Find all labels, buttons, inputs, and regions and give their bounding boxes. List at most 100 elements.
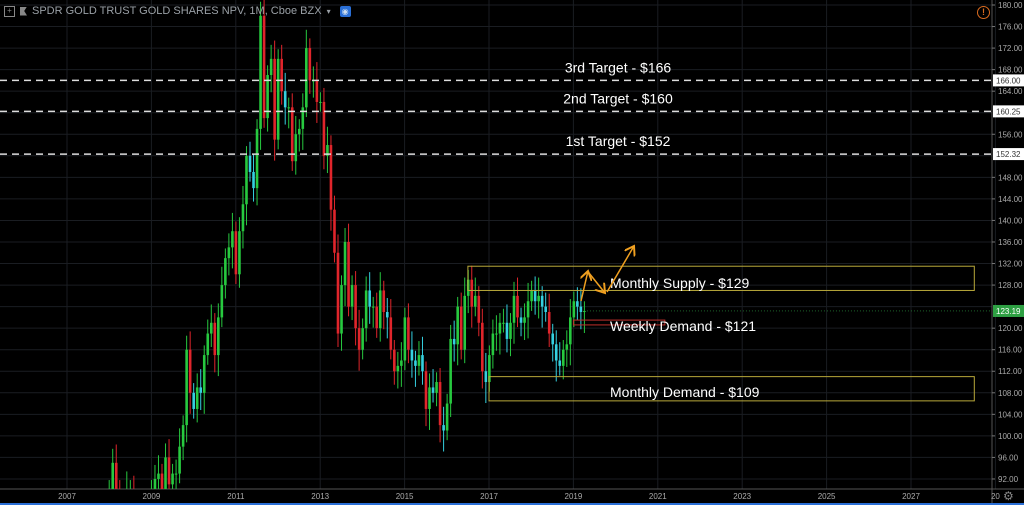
- projection-arrow-up-2: [606, 246, 634, 293]
- candle-body: [583, 310, 586, 313]
- candle-body: [259, 15, 262, 129]
- candle-body: [167, 457, 171, 485]
- candle-body: [308, 48, 312, 81]
- candle-body: [202, 355, 206, 393]
- price-tick-label: 180.00: [998, 1, 1023, 10]
- price-tick-label: 140.00: [998, 216, 1023, 225]
- price-tick-label: 96.00: [998, 453, 1019, 462]
- target-price-badge: [993, 74, 1024, 87]
- candle-body: [428, 387, 431, 409]
- candle-body: [319, 101, 322, 103]
- candle-body: [502, 322, 505, 324]
- candle-body: [294, 134, 298, 162]
- price-tick-label: 104.00: [998, 410, 1023, 419]
- last-price-badge: [993, 304, 1024, 317]
- price-tick-label: 128.00: [998, 281, 1023, 290]
- price-tick-label: 116.00: [998, 346, 1022, 355]
- candle-body: [576, 301, 579, 307]
- candle-body: [488, 355, 491, 383]
- price-tick-label: 164.00: [998, 87, 1023, 96]
- candle-body: [185, 349, 188, 426]
- candle-body: [290, 107, 294, 162]
- candle-body: [336, 252, 340, 334]
- plus-square-icon[interactable]: +: [4, 5, 15, 17]
- symbol-title[interactable]: SPDR GOLD TRUST GOLD SHARES NPV, 1M, Cbo…: [32, 5, 322, 17]
- candle-body: [421, 355, 424, 372]
- candle-body: [530, 290, 533, 302]
- price-tick-label: 112.00: [998, 367, 1022, 376]
- zone-label: Weekly Demand - $121: [610, 318, 756, 334]
- candle-body: [558, 360, 562, 366]
- candle-body: [414, 360, 417, 366]
- candle-body: [400, 360, 403, 366]
- candle-body: [561, 349, 565, 366]
- projection-arrow-up: [581, 271, 588, 302]
- time-tick-label: 2017: [480, 492, 498, 501]
- time-tick-label: 2019: [565, 492, 583, 501]
- candle-body: [195, 387, 199, 409]
- candle-body: [333, 209, 336, 253]
- target-price-label: 166.00: [996, 76, 1021, 85]
- target-label: 3rd Target - $166: [565, 59, 672, 75]
- candle-body: [495, 333, 498, 335]
- candle-body: [153, 478, 157, 489]
- flag-icon[interactable]: [20, 6, 27, 16]
- price-tick-label: 168.00: [998, 66, 1023, 75]
- candle-body: [297, 128, 301, 135]
- eye-icon[interactable]: ◉: [339, 5, 351, 17]
- candle-body: [322, 101, 326, 156]
- candle-body: [301, 107, 305, 129]
- candle-body: [554, 344, 558, 361]
- candle-body: [442, 425, 445, 431]
- candle-body: [209, 322, 213, 334]
- candle-body: [498, 322, 502, 334]
- target-label: 2nd Target - $160: [563, 90, 673, 106]
- candle-body: [280, 58, 283, 92]
- target-label: 1st Target - $152: [566, 133, 671, 149]
- candle-body: [273, 58, 276, 140]
- time-tick-label: 20: [991, 492, 1000, 501]
- target-price-label: 152.32: [996, 150, 1021, 159]
- price-tick-label: 100.00: [998, 432, 1023, 441]
- candle-body: [533, 290, 537, 302]
- candle-body: [199, 387, 203, 393]
- target-price-label: 160.25: [996, 107, 1021, 116]
- candle-body: [266, 75, 269, 119]
- candle-body: [456, 306, 459, 345]
- candle-body: [262, 15, 266, 119]
- warning-circle-icon[interactable]: !: [977, 6, 990, 19]
- candle-body: [551, 333, 555, 345]
- candle-body: [111, 462, 115, 489]
- last-price-label: 123.19: [996, 307, 1021, 316]
- candle-body: [424, 371, 428, 409]
- candle-body: [340, 285, 343, 334]
- candle-body: [431, 387, 435, 393]
- gear-icon[interactable]: ⚙: [1003, 489, 1014, 503]
- candle-body: [357, 328, 361, 350]
- candle-body: [174, 473, 178, 475]
- candle-body: [224, 258, 227, 286]
- candle-body: [477, 295, 481, 323]
- candle-body: [238, 231, 241, 275]
- candle-body: [368, 290, 371, 307]
- candle-body: [407, 317, 410, 350]
- candle-body: [181, 425, 185, 447]
- time-tick-label: 2007: [58, 492, 76, 501]
- candle-body: [579, 306, 583, 313]
- candle-body: [540, 295, 544, 307]
- candle-body: [470, 279, 474, 307]
- candle-body: [220, 285, 224, 318]
- candle-body: [459, 306, 463, 350]
- candle-body: [382, 290, 386, 313]
- candle-body: [396, 365, 400, 372]
- candle-body: [438, 382, 442, 426]
- chevron-down-icon[interactable]: ▾: [326, 6, 331, 16]
- projection-arrow-down: [588, 272, 605, 293]
- candle-body: [519, 317, 523, 323]
- candle-body: [417, 355, 421, 366]
- candle-body: [385, 312, 389, 318]
- candle-body: [484, 371, 488, 383]
- price-tick-label: 156.00: [998, 130, 1023, 139]
- candle-body: [287, 107, 291, 109]
